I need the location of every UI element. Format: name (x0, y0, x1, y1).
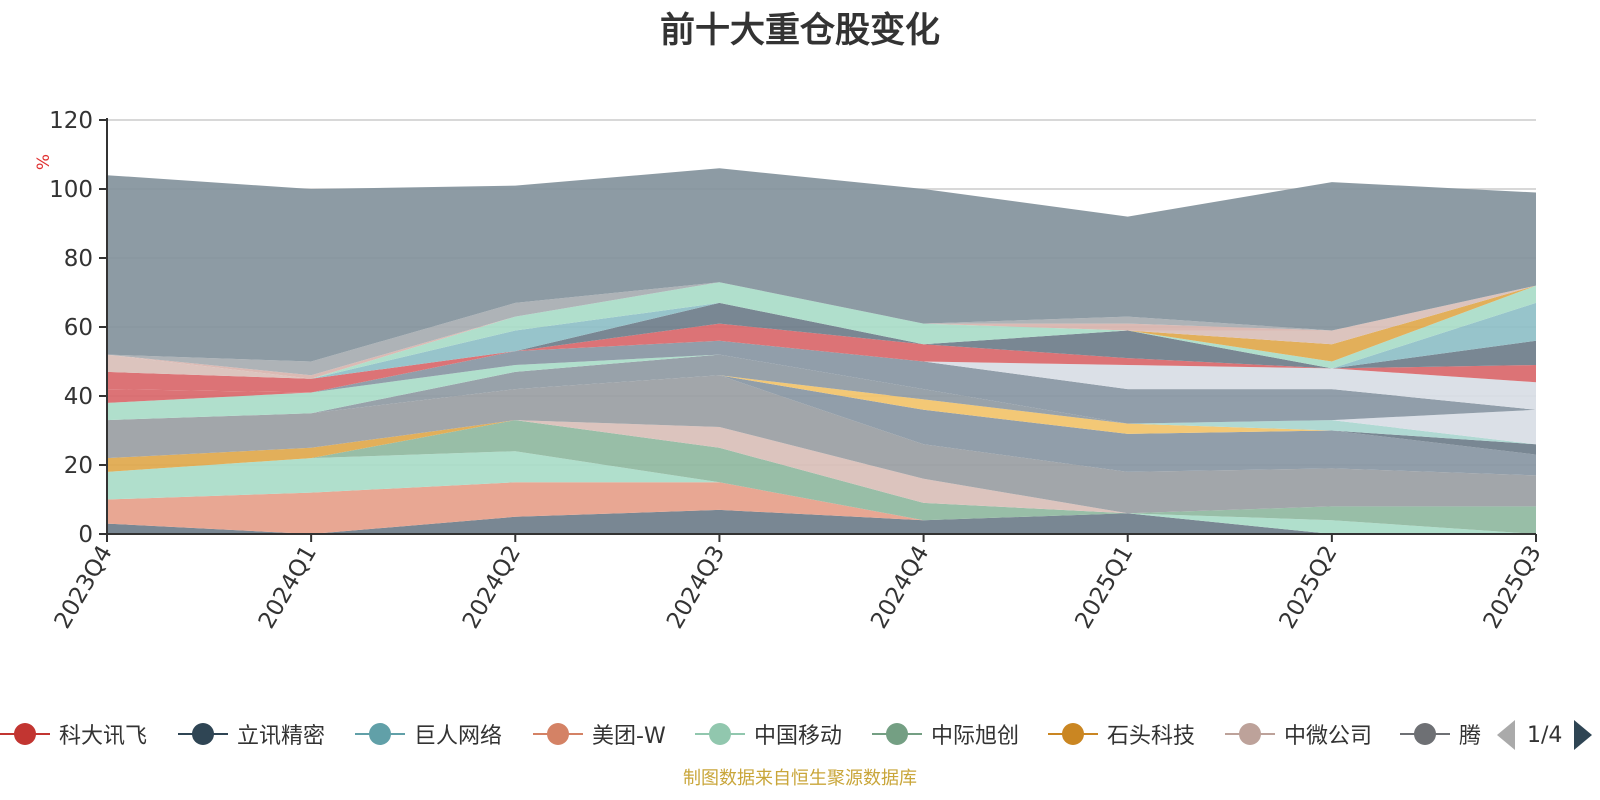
legend-marker-icon (0, 712, 50, 756)
x-tick-label: 2024Q3 (662, 541, 730, 633)
legend-label: 腾 (1459, 724, 1482, 749)
x-tick-label: 2025Q2 (1275, 541, 1343, 633)
y-tick-label: 0 (78, 522, 93, 548)
y-tick-label: 20 (64, 453, 93, 479)
legend-label: 巨人网络 (414, 724, 503, 749)
legend-label: 石头科技 (1107, 724, 1196, 749)
chart-title: 前十大重仓股变化 (659, 11, 940, 51)
area-series-18 (107, 340, 1536, 410)
legend-marker-icon (1048, 712, 1098, 756)
area-series-3 (107, 451, 1536, 534)
y-axis-unit-label: % (34, 154, 54, 170)
legend-item[interactable]: 腾 (1400, 712, 1481, 756)
legend-marker-icon (355, 712, 405, 756)
y-tick-label: 80 (64, 246, 93, 272)
area-series-2 (107, 482, 1536, 534)
legend-label: 中国移动 (754, 724, 843, 749)
legend-marker-icon (533, 712, 583, 756)
legend-label: 中际旭创 (931, 724, 1020, 749)
x-tick-label: 2024Q2 (458, 541, 526, 633)
area-series-4 (107, 420, 1536, 534)
y-tick-label: 40 (64, 384, 93, 410)
y-tick-label: 100 (49, 177, 93, 203)
area-series-8 (107, 375, 1536, 476)
x-tick-label: 2025Q1 (1070, 541, 1138, 633)
area-series-25 (107, 282, 1536, 379)
y-tick-label: 120 (49, 108, 93, 134)
area-series-10 (107, 375, 1536, 445)
legend-marker-icon (1400, 712, 1450, 756)
legend-item[interactable]: 立讯精密 (178, 712, 325, 756)
legend-marker-icon (1225, 712, 1275, 756)
x-tick-label: 2024Q1 (254, 541, 322, 633)
stacked-area-chart: 0 20 40 60 80 100 120 2023Q4 2024Q1 2024Q2 2024Q3 2… (34, 108, 1547, 633)
area-series-19 (107, 323, 1536, 393)
legend-item[interactable]: 巨人网络 (355, 712, 502, 756)
legend-pager: 1/4 (1497, 718, 1593, 752)
area-series-7 (107, 375, 1536, 514)
area-series-27 (107, 168, 1536, 362)
area-series-1 (107, 509, 1536, 534)
x-tick-label: 2023Q4 (50, 541, 118, 633)
area-series-15 (107, 354, 1536, 424)
legend-marker-icon (695, 712, 745, 756)
legend-item[interactable]: 科大讯飞 (0, 712, 147, 756)
legend-item[interactable]: 中际旭创 (872, 712, 1019, 756)
legend-marker-icon (872, 712, 922, 756)
area-series-group (107, 168, 1536, 534)
legend-next-page-icon[interactable] (1574, 720, 1593, 750)
legend-marker-icon (178, 712, 228, 756)
legend-item[interactable]: 美团-W (533, 712, 666, 756)
legend-label: 立讯精密 (237, 724, 326, 749)
x-tick-label: 2025Q3 (1479, 541, 1547, 633)
legend-label: 科大讯飞 (59, 724, 148, 749)
area-series-26 (107, 282, 1536, 376)
legend-label: 美团-W (592, 724, 666, 749)
legend-item[interactable]: 中微公司 (1225, 712, 1372, 756)
area-series-17 (107, 340, 1536, 424)
legend-prev-page-icon[interactable] (1497, 720, 1515, 750)
legend-item[interactable]: 中国移动 (695, 712, 842, 756)
legend: 科大讯飞 立讯精密 巨人网络 美团-W 中国移动 中际旭创 石头科技 中微公司 腾 (0, 712, 1483, 756)
y-tick-label: 60 (64, 315, 93, 341)
source-note: 制图数据来自恒生聚源数据库 (683, 768, 917, 789)
area-series-5 (107, 420, 1536, 514)
legend-item[interactable]: 石头科技 (1048, 712, 1195, 756)
legend-label: 中微公司 (1284, 724, 1373, 749)
legend-page-indicator: 1/4 (1527, 722, 1563, 748)
x-tick-label: 2024Q4 (866, 541, 934, 633)
area-series-20 (107, 302, 1536, 379)
